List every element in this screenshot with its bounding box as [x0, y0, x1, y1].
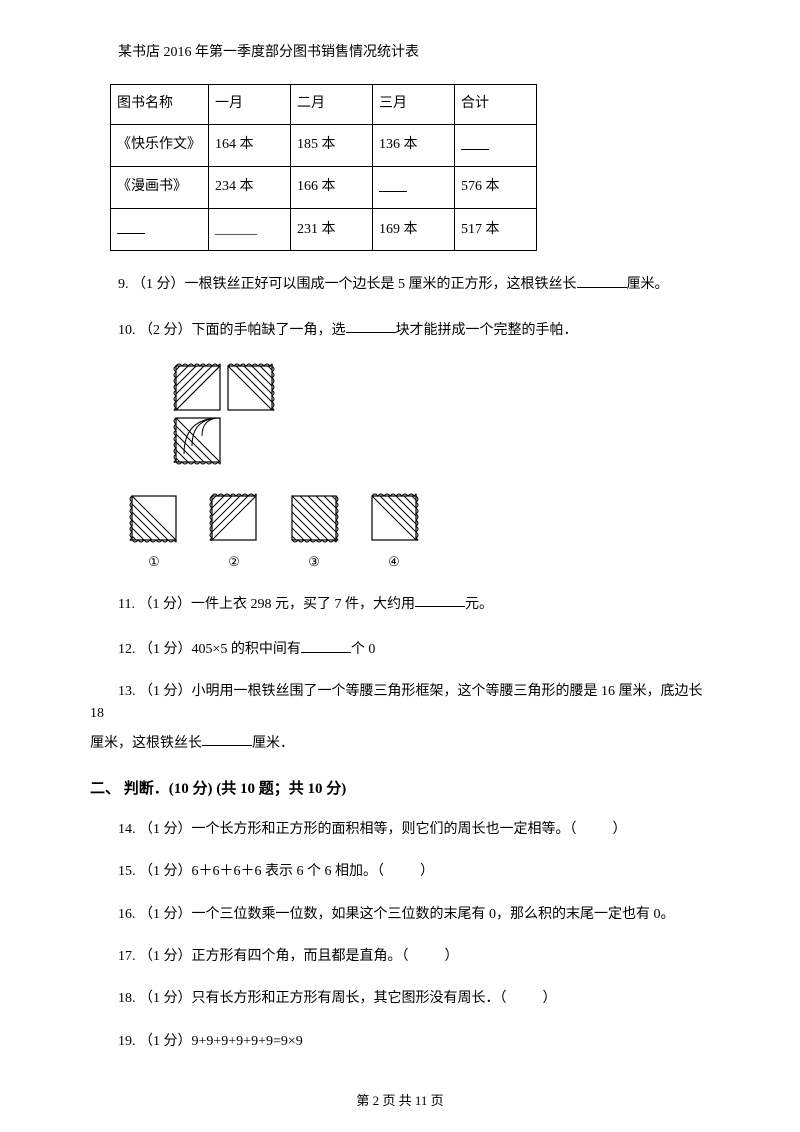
cell: 185 本: [291, 124, 373, 166]
puzzle-tile-icon: [172, 362, 224, 414]
cell: 517 本: [455, 209, 537, 251]
q10-text: 10. （2 分）下面的手帕缺了一角，选: [118, 322, 346, 337]
th-jan: 一月: [209, 85, 291, 124]
cell: 234 本: [209, 166, 291, 208]
option-label: ①: [148, 552, 160, 573]
option-label: ④: [388, 552, 400, 573]
question-10: 10. （2 分）下面的手帕缺了一角，选 块才能拼成一个完整的手帕．: [90, 317, 710, 342]
question-18: 18. （1 分）只有长方形和正方形有周长，其它图形没有周长．（ ）: [90, 988, 710, 1010]
question-13-line1: 13. （1 分）小明用一根铁丝围了一个等腰三角形框架，这个等腰三角形的腰是 1…: [90, 681, 710, 726]
q13-l2: 厘米，这根铁丝长: [90, 735, 202, 750]
th-feb: 二月: [291, 85, 373, 124]
section-2-header: 二、 判断．(10 分) (共 10 题；共 10 分): [90, 777, 710, 801]
cell: 136 本: [373, 124, 455, 166]
page-footer: 第 2 页 共 11 页: [0, 1091, 800, 1112]
question-19: 19. （1 分）9+9+9+9+9+9=9×9: [90, 1031, 710, 1053]
puzzle-tile-icon: [172, 414, 224, 466]
q12-suffix: 个 0: [351, 642, 376, 657]
cell: 169 本: [373, 209, 455, 251]
paren-close: ）: [420, 864, 434, 879]
th-total: 合计: [455, 85, 537, 124]
cell: 《快乐作文》: [111, 124, 209, 166]
handkerchief-figure: ① ② ③: [120, 362, 710, 573]
option-2: ②: [208, 492, 260, 573]
paren-close: ）: [613, 822, 627, 837]
paren-close: ）: [445, 949, 459, 964]
puzzle-tile-icon: [224, 362, 276, 414]
cell: ______: [209, 209, 291, 251]
option-tile-icon: [208, 492, 260, 544]
q9-suffix: 厘米。: [627, 277, 669, 292]
table-caption: 某书店 2016 年第一季度部分图书销售情况统计表: [90, 42, 710, 64]
option-tile-icon: [368, 492, 420, 544]
table-header-row: 图书名称 一月 二月 三月 合计: [111, 85, 537, 124]
cell-blank: [455, 124, 537, 166]
q18-text: 18. （1 分）只有长方形和正方形有周长，其它图形没有周长．（: [118, 991, 507, 1006]
question-17: 17. （1 分）正方形有四个角，而且都是直角。（ ）: [90, 946, 710, 968]
question-9: 9. （1 分）一根铁丝正好可以围成一个边长是 5 厘米的正方形，这根铁丝长 厘米…: [90, 271, 710, 296]
q14-text: 14. （1 分）一个长方形和正方形的面积相等，则它们的周长也一定相等。（: [118, 822, 577, 837]
q16-text: 16. （1 分）一个三位数乘一位数，如果这个三位数的末尾有 0，那么积的末尾一…: [118, 907, 675, 922]
cell-blank: [111, 209, 209, 251]
book-sales-table: 图书名称 一月 二月 三月 合计 《快乐作文》 164 本 185 本 136 …: [110, 84, 537, 251]
table-row: ______ 231 本 169 本 517 本: [111, 209, 537, 251]
option-tile-icon: [128, 492, 180, 544]
cell: 164 本: [209, 124, 291, 166]
cell: 576 本: [455, 166, 537, 208]
option-3: ③: [288, 492, 340, 573]
question-16: 16. （1 分）一个三位数乘一位数，如果这个三位数的末尾有 0，那么积的末尾一…: [90, 904, 710, 926]
paren-close: ）: [543, 991, 557, 1006]
q9-text: 9. （1 分）一根铁丝正好可以围成一个边长是 5 厘米的正方形，这根铁丝长: [118, 277, 577, 292]
q12-text: 12. （1 分）405×5 的积中间有: [118, 642, 301, 657]
option-4: ④: [368, 492, 420, 573]
cell: 231 本: [291, 209, 373, 251]
option-label: ②: [228, 552, 240, 573]
question-11: 11. （1 分）一件上衣 298 元，买了 7 件，大约用 元。: [90, 591, 710, 616]
table-row: 《快乐作文》 164 本 185 本 136 本: [111, 124, 537, 166]
q13-l2-suffix: 厘米．: [252, 735, 294, 750]
th-name: 图书名称: [111, 85, 209, 124]
q10-suffix: 块才能拼成一个完整的手帕．: [396, 322, 578, 337]
option-tile-icon: [288, 492, 340, 544]
q15-text: 15. （1 分）6＋6＋6＋6 表示 6 个 6 相加。（: [118, 864, 384, 879]
q11-text: 11. （1 分）一件上衣 298 元，买了 7 件，大约用: [118, 596, 415, 611]
tile-option-row: ① ② ③: [128, 492, 710, 573]
question-12: 12. （1 分）405×5 的积中间有 个 0: [90, 636, 710, 661]
question-14: 14. （1 分）一个长方形和正方形的面积相等，则它们的周长也一定相等。（ ）: [90, 819, 710, 841]
table-row: 《漫画书》 234 本 166 本 576 本: [111, 166, 537, 208]
cell: 《漫画书》: [111, 166, 209, 208]
document-page: 某书店 2016 年第一季度部分图书销售情况统计表 图书名称 一月 二月 三月 …: [0, 0, 800, 1132]
q13-l1: 13. （1 分）小明用一根铁丝围了一个等腰三角形框架，这个等腰三角形的腰是 1…: [90, 684, 703, 721]
q19-text: 19. （1 分）9+9+9+9+9+9=9×9: [118, 1034, 303, 1049]
question-15: 15. （1 分）6＋6＋6＋6 表示 6 个 6 相加。（ ）: [90, 861, 710, 883]
option-label: ③: [308, 552, 320, 573]
th-mar: 三月: [373, 85, 455, 124]
question-13-line2: 厘米，这根铁丝长 厘米．: [90, 730, 710, 755]
option-1: ①: [128, 492, 180, 573]
q17-text: 17. （1 分）正方形有四个角，而且都是直角。（: [118, 949, 409, 964]
q11-suffix: 元。: [465, 596, 493, 611]
cell: 166 本: [291, 166, 373, 208]
cell-blank: [373, 166, 455, 208]
